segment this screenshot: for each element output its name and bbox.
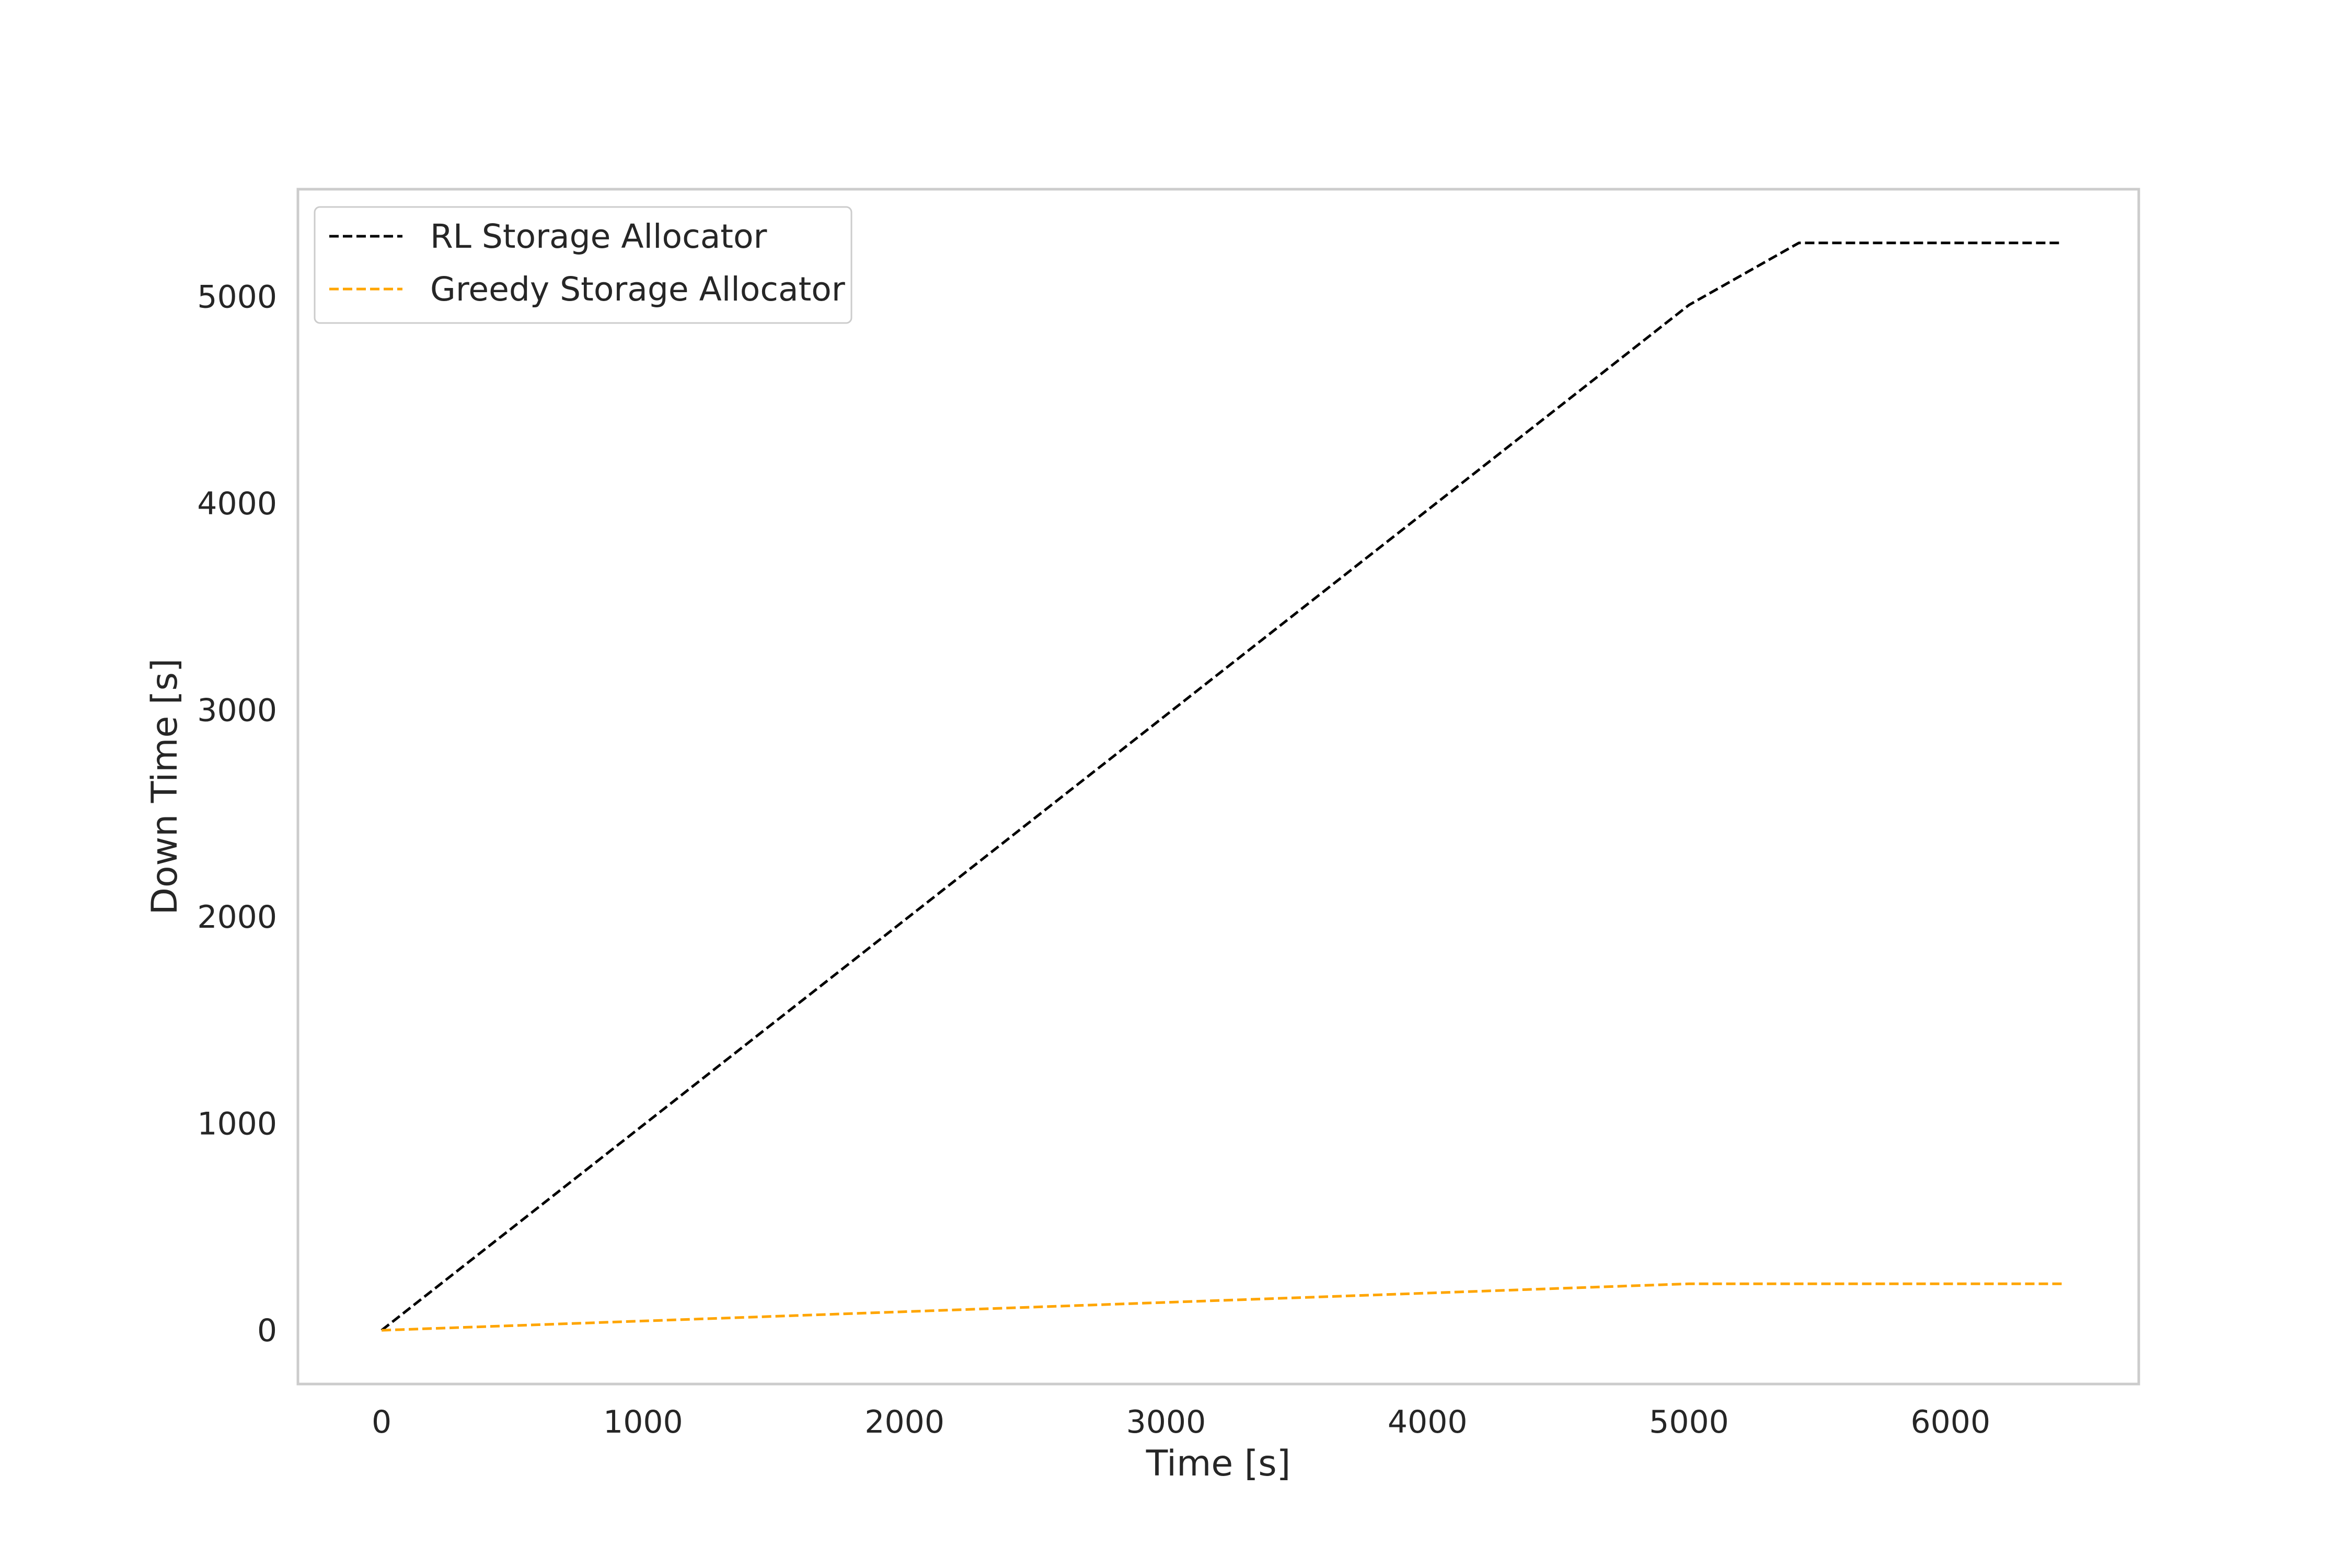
x-tick-label: 6000: [1910, 1404, 1990, 1440]
x-tick-label: 0: [372, 1404, 391, 1440]
series-line-rl-storage-allocator: [381, 241, 2063, 1332]
legend-label: RL Storage Allocator: [430, 217, 767, 256]
x-axis-label: Time [s]: [1146, 1443, 1291, 1484]
x-axis-ticks: 0 1000 2000 3000 4000 5000 6000: [372, 1404, 1990, 1440]
y-tick-label: 2000: [197, 899, 277, 936]
y-tick-label: 5000: [197, 279, 277, 316]
legend-entries: RL Storage Allocator Greedy Storage Alloc…: [329, 217, 845, 308]
x-tick-label: 1000: [603, 1404, 683, 1440]
x-tick-label: 4000: [1388, 1404, 1468, 1440]
legend[interactable]: RL Storage Allocator Greedy Storage Alloc…: [314, 206, 852, 324]
legend-box: [314, 206, 852, 324]
y-tick-label: 4000: [197, 486, 277, 522]
plot-area-frame: [296, 188, 2140, 1386]
y-axis-label: Down Time [s]: [144, 659, 186, 915]
x-tick-label: 3000: [1126, 1404, 1206, 1440]
y-axis-ticks: 0 1000 2000 3000 4000 5000: [197, 279, 277, 1350]
x-tick-label: 2000: [864, 1404, 944, 1440]
y-tick-label: 3000: [197, 693, 277, 729]
x-tick-label: 5000: [1649, 1404, 1729, 1440]
y-tick-label: 1000: [197, 1106, 277, 1143]
y-tick-label: 0: [257, 1312, 277, 1349]
legend-label: Greedy Storage Allocator: [430, 270, 845, 308]
series-layer: [381, 241, 2063, 1332]
series-line-greedy-storage-allocator: [382, 1282, 2063, 1332]
